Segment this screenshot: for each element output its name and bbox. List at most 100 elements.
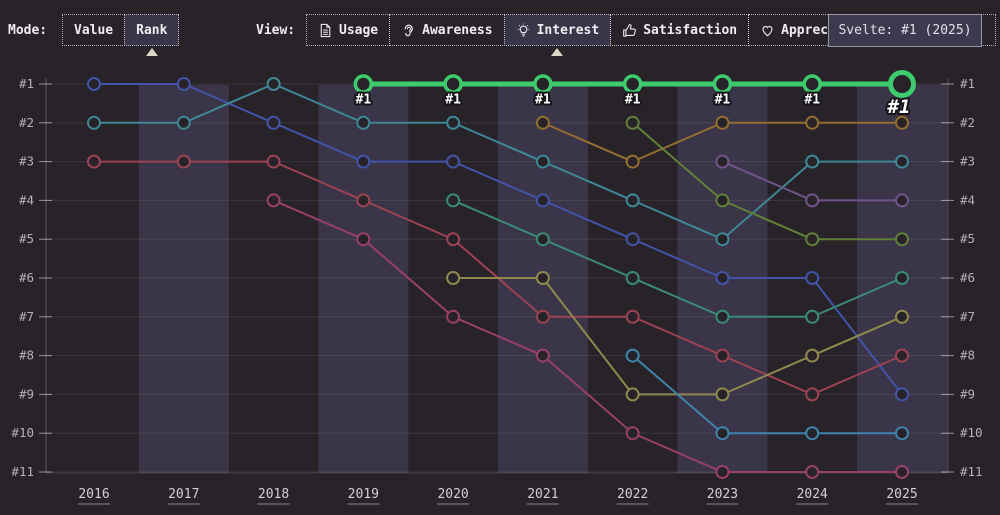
data-point-blue-2016[interactable] (87, 77, 101, 91)
data-point-svelte-2025[interactable] (888, 70, 916, 98)
data-point-teal-2017[interactable] (176, 115, 191, 130)
data-point-teal-2025[interactable] (895, 154, 909, 169)
year-axis-label[interactable]: 2017 (168, 487, 199, 502)
data-point-red-2017[interactable] (176, 154, 191, 169)
year-axis-label[interactable]: 2022 (617, 487, 648, 502)
data-point-svelte-2021[interactable] (533, 74, 553, 94)
data-point-gold-2025[interactable] (895, 115, 909, 130)
data-point-blue-2021[interactable] (535, 193, 550, 208)
data-point-dark-green-2024[interactable] (805, 232, 820, 247)
data-point-olive-2024[interactable] (805, 348, 820, 363)
data-point-gold-2021[interactable] (535, 115, 550, 130)
year-axis-label[interactable]: 2024 (797, 487, 828, 502)
data-point-pink-2019[interactable] (356, 232, 371, 247)
data-point-teal-2020[interactable] (446, 115, 461, 130)
data-point-blue-2024[interactable] (805, 271, 820, 285)
year-axis-label[interactable]: 2016 (78, 487, 109, 502)
data-point-red-2023[interactable] (715, 348, 730, 363)
data-point-blue-2018[interactable] (266, 115, 281, 130)
rank-axis-label-right: #8 (960, 348, 975, 363)
data-point-blue-2019[interactable] (356, 154, 371, 169)
data-point-gold-2023[interactable] (715, 115, 730, 130)
data-point-gold-2024[interactable] (805, 115, 820, 130)
data-point-olive-2023[interactable] (715, 387, 730, 402)
rank-axis-label-left: #8 (19, 348, 34, 363)
data-point-teal-2022[interactable] (625, 193, 640, 208)
series-dark-green (625, 115, 909, 247)
data-point-pink-2020[interactable] (446, 309, 461, 324)
mode-rank-label: Rank (136, 22, 168, 38)
mode-rank-button[interactable]: Rank (124, 14, 180, 56)
rank-axis-label-right: #9 (960, 386, 975, 401)
data-point-sea-green-2022[interactable] (625, 271, 640, 285)
data-point-light-blue-2025[interactable] (895, 426, 909, 441)
data-point-pink-2024[interactable] (805, 465, 820, 479)
year-axis-label[interactable]: 2025 (886, 487, 917, 502)
data-point-teal-2016[interactable] (87, 115, 101, 130)
data-point-light-blue-2023[interactable] (715, 426, 730, 441)
tab-interest[interactable]: Interest (503, 14, 612, 56)
data-point-red-2016[interactable] (87, 154, 101, 169)
rank-axis-label-right: #5 (960, 231, 975, 246)
data-point-pink-2018[interactable] (266, 193, 281, 208)
data-point-purple-2023[interactable] (715, 154, 730, 169)
tab-usage[interactable]: Usage (306, 14, 391, 46)
data-point-light-blue-2022[interactable] (625, 348, 640, 363)
mode-toggle: Value Rank (62, 14, 180, 56)
data-point-olive-2020[interactable] (446, 271, 461, 285)
data-point-sea-green-2024[interactable] (805, 309, 820, 324)
data-point-sea-green-2023[interactable] (715, 309, 730, 324)
data-point-purple-2025[interactable] (895, 193, 909, 208)
data-point-pink-2023[interactable] (715, 465, 730, 479)
data-point-red-2021[interactable] (535, 309, 550, 324)
data-point-gold-2022[interactable] (625, 154, 640, 169)
data-point-red-2018[interactable] (266, 154, 281, 169)
series-teal-line (93, 82, 903, 241)
ear-icon (404, 24, 414, 36)
data-point-dark-green-2023[interactable] (715, 193, 730, 208)
data-point-red-2022[interactable] (625, 309, 640, 324)
data-point-blue-2020[interactable] (446, 154, 461, 169)
year-axis-label[interactable]: 2020 (437, 487, 468, 502)
data-point-pink-2022[interactable] (625, 426, 640, 441)
data-point-red-2019[interactable] (356, 193, 371, 208)
data-point-teal-2023[interactable] (715, 232, 730, 247)
data-point-pink-2021[interactable] (535, 348, 550, 363)
data-point-svelte-2022[interactable] (622, 74, 643, 94)
data-point-olive-2022[interactable] (625, 387, 640, 402)
data-point-red-2024[interactable] (805, 387, 820, 402)
data-point-purple-2024[interactable] (805, 193, 820, 208)
data-point-svelte-2023[interactable] (712, 74, 733, 94)
data-point-sea-green-2025[interactable] (895, 271, 909, 285)
data-point-pink-2025[interactable] (895, 465, 909, 479)
year-axis-label[interactable]: 2023 (707, 487, 738, 502)
data-point-blue-2025[interactable] (895, 387, 909, 402)
year-axis-label[interactable]: 2018 (258, 487, 289, 502)
data-point-teal-2019[interactable] (356, 115, 371, 130)
data-point-blue-2017[interactable] (176, 77, 191, 91)
data-point-teal-2021[interactable] (535, 154, 550, 169)
tab-satisfaction[interactable]: Satisfaction (610, 14, 750, 46)
data-point-sea-green-2020[interactable] (446, 193, 461, 208)
data-point-dark-green-2022[interactable] (625, 115, 640, 130)
data-point-teal-2018[interactable] (266, 77, 281, 91)
tab-awareness-label: Awareness (422, 22, 493, 38)
year-axis-label[interactable]: 2019 (348, 487, 379, 502)
data-point-red-2025[interactable] (895, 348, 909, 363)
data-point-blue-2023[interactable] (715, 271, 730, 285)
data-point-sea-green-2021[interactable] (535, 232, 550, 247)
series-blue (87, 77, 909, 402)
data-point-olive-2021[interactable] (535, 271, 550, 285)
data-point-dark-green-2025[interactable] (895, 232, 909, 247)
data-point-red-2020[interactable] (446, 232, 461, 247)
data-point-olive-2025[interactable] (895, 309, 909, 324)
data-point-svelte-2024[interactable] (802, 74, 822, 94)
data-point-blue-2022[interactable] (625, 232, 640, 247)
data-point-svelte-2019[interactable] (353, 74, 374, 94)
mode-value-button[interactable]: Value (62, 14, 126, 46)
year-axis-label[interactable]: 2021 (527, 487, 558, 502)
tab-awareness[interactable]: Awareness (389, 14, 505, 46)
data-point-teal-2024[interactable] (805, 154, 820, 169)
data-point-svelte-2020[interactable] (443, 74, 463, 94)
data-point-light-blue-2024[interactable] (805, 426, 820, 441)
